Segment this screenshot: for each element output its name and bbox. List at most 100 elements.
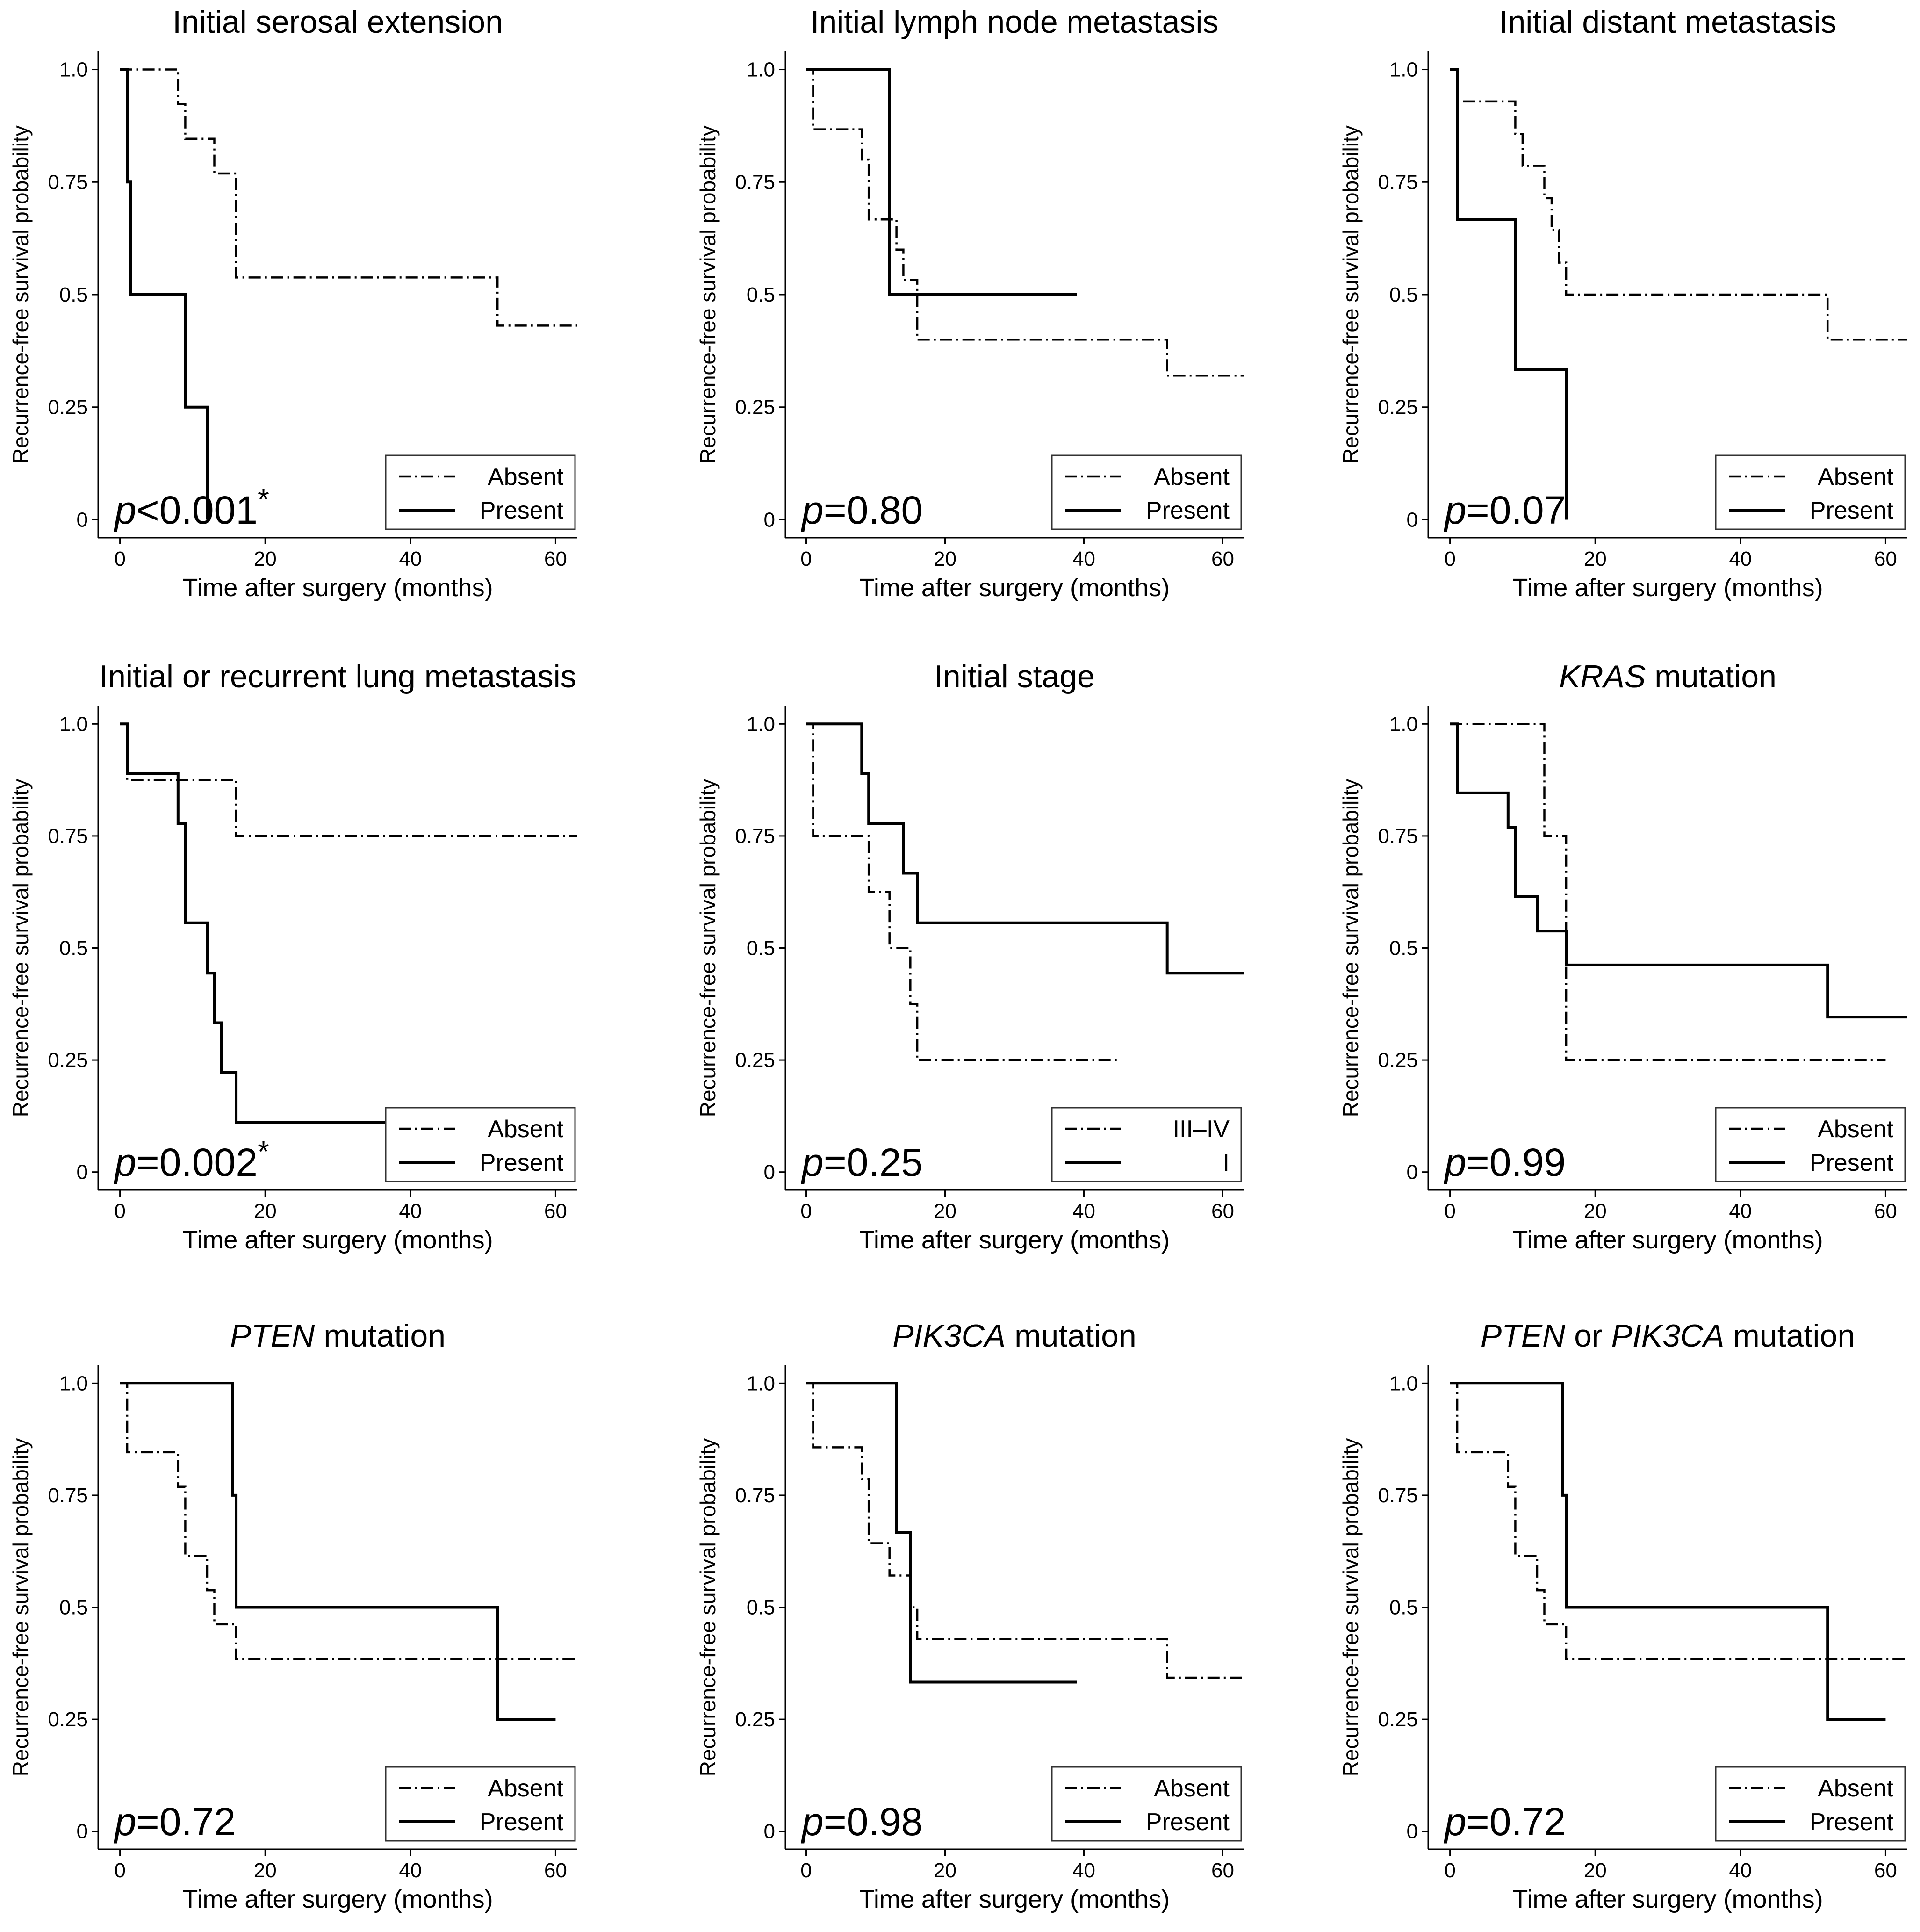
legend-box [1051,1766,1242,1842]
legend-box [1715,1766,1906,1842]
title-part: Initial stage [934,659,1095,694]
title-part: mutation [1006,1318,1136,1354]
km-panel-1: Initial serosal extension 0 0.25 0.5 0.75 1.0… [8,4,577,602]
x-tick-label: 40 [1729,1859,1752,1882]
y-tick-label: 0 [77,1820,88,1843]
km-panel-6: KRAS mutation 0 0.25 0.5 0.75 1.0 0 20 40 60 Time … [1338,659,1907,1254]
km-curve-iii-iv [806,723,1119,1061]
title-part: PTEN [1481,1318,1566,1354]
km-curve-absent [806,68,1244,377]
legend-label: Present [480,497,564,524]
km-curve-absent [1450,723,1886,1061]
km-curve-present [1450,722,1907,1019]
x-tick-label: 40 [1729,548,1752,570]
panel-title: PIK3CA mutation [892,1318,1136,1354]
panel-title: Initial or recurrent lung metastasis [99,659,576,694]
p-value: p=0.99 [1443,1140,1566,1184]
legend-box [1715,454,1906,530]
legend-box [1051,454,1242,530]
panel-title: Initial serosal extension [173,4,503,40]
x-axis-label: Time after surgery (months) [1512,574,1823,602]
legend: Absent Present [385,1107,576,1182]
x-tick-label: 60 [1874,1200,1897,1223]
km-panel-8: PIK3CA mutation 0 0.25 0.5 0.75 1.0 0 20 40 60 Tim… [696,1318,1244,1913]
x-tick-label: 20 [254,1200,277,1223]
p-value-part: p [800,488,824,532]
p-value-part: =0.72 [1467,1800,1566,1844]
x-tick-label: 20 [1584,1859,1607,1882]
legend-label: Present [480,1149,564,1176]
km-curve-absent [120,68,577,327]
legend: Absent Present [385,454,576,530]
p-value-part: p [800,1800,824,1844]
legend-label: Absent [1818,463,1893,490]
p-value-part: p [113,488,137,532]
p-value-part: p [1443,488,1467,532]
p-value: p=0.002* [113,1135,269,1184]
legend-label: Present [1146,497,1230,524]
x-tick-label: 0 [114,1200,125,1223]
km-curve-present [806,1382,1077,1684]
x-axis-label: Time after surgery (months) [182,574,493,602]
title-part: or [1565,1318,1611,1354]
y-tick-label: 1.0 [747,58,775,81]
y-tick-label: 0.25 [48,1708,88,1731]
y-tick-label: 0.5 [59,1596,88,1619]
p-value-part: p [113,1800,137,1844]
y-tick-label: 0.25 [735,396,775,419]
y-tick-label: 0.25 [735,1708,775,1731]
km-curve-absent [120,723,577,837]
legend: Absent Present [1715,454,1906,530]
x-tick-label: 20 [934,548,956,570]
x-axis-label: Time after surgery (months) [859,1885,1170,1913]
legend: Absent Present [385,1766,576,1842]
y-tick-label: 0.25 [1378,1708,1418,1731]
panel-title: Initial stage [934,659,1095,694]
p-value-part: p [1443,1140,1467,1184]
km-curve-absent [806,1382,1244,1679]
y-tick-label: 1.0 [747,1372,775,1395]
x-tick-label: 20 [254,548,277,570]
legend-box [385,1107,576,1182]
y-tick-label: 0.75 [1378,825,1418,848]
y-tick-label: 1.0 [747,713,775,735]
title-part: Initial serosal extension [173,4,503,40]
title-part: mutation [1646,659,1776,694]
legend-label: Present [1810,1809,1894,1836]
x-tick-label: 40 [1072,1859,1095,1882]
x-tick-label: 0 [1444,548,1455,570]
km-panel-3: Initial distant metastasis 0 0.25 0.5 0.75 1.… [1338,4,1907,602]
p-value-part: =0.002 [137,1140,258,1184]
x-tick-label: 40 [1072,548,1095,570]
x-axis-label: Time after surgery (months) [859,574,1170,602]
x-tick-label: 60 [544,1859,567,1882]
y-tick-label: 0.75 [48,825,88,848]
legend-box [1715,1107,1906,1182]
p-value: p=0.25 [800,1140,923,1184]
y-tick-label: 0.75 [735,171,775,194]
legend-label: Absent [488,463,563,490]
y-tick-label: 0.75 [48,1484,88,1507]
legend-label: I [1223,1149,1230,1176]
y-axis-label: Recurrence-free survival probability [8,779,33,1117]
panel-title: Initial distant metastasis [1499,4,1837,40]
y-tick-label: 0 [1407,1161,1418,1184]
x-tick-label: 40 [399,548,422,570]
y-tick-label: 0.25 [1378,396,1418,419]
x-tick-label: 60 [1211,1859,1234,1882]
title-part: PTEN [230,1318,315,1354]
p-value-part: =0.07 [1467,488,1566,532]
panel-title: KRAS mutation [1559,659,1776,694]
legend-label: Absent [1154,463,1230,490]
title-part: PIK3CA [1611,1318,1725,1354]
y-tick-label: 0.5 [1389,937,1418,960]
y-tick-label: 1.0 [59,58,88,81]
y-axis-label: Recurrence-free survival probability [696,779,720,1117]
x-tick-label: 60 [1211,1200,1234,1223]
title-part: Initial distant metastasis [1499,4,1837,40]
y-tick-label: 0 [77,508,88,531]
x-tick-label: 40 [399,1859,422,1882]
km-curve-present [120,68,209,520]
p-value-part: * [258,483,269,516]
y-axis-label: Recurrence-free survival probability [696,1438,720,1777]
